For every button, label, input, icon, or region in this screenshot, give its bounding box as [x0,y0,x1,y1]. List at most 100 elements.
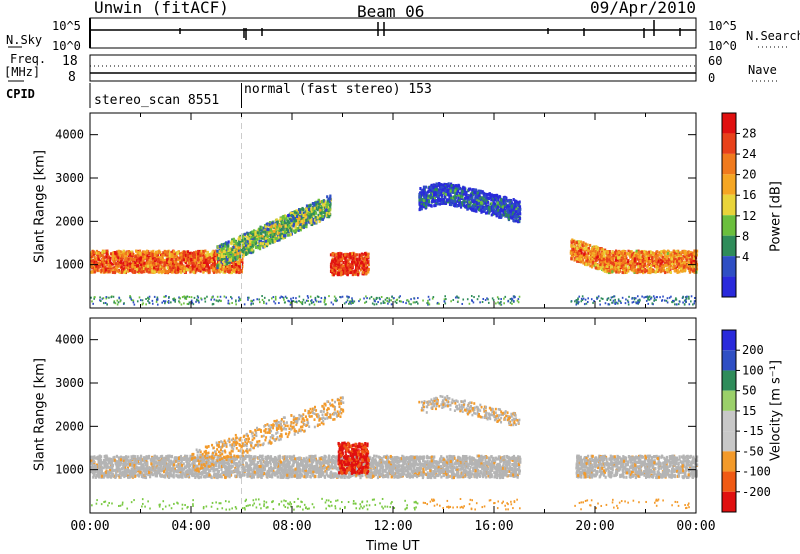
power-cell [337,256,340,260]
power-cell [461,194,464,198]
power-cell [163,249,166,253]
power-cell [278,224,281,228]
power-cell [617,258,620,262]
power-cell [319,206,323,210]
power-cell [275,219,278,223]
power-cell [430,183,433,187]
power-cell [277,238,281,242]
power-cell [171,259,174,263]
power-cell [281,215,285,219]
power-cell [460,201,463,205]
power-cell [282,230,285,234]
power-cell [152,263,155,267]
power-cell [253,239,257,243]
power-cell [114,252,117,256]
power-cell [576,255,579,259]
power-cell [449,187,452,191]
power-cell [688,268,691,272]
power-cell [312,212,315,216]
power-cell [184,259,187,263]
power-cell [418,200,421,204]
power-cell [126,268,129,272]
power-cell [252,243,256,247]
power-cell [211,260,214,264]
power-cell [508,202,511,206]
power-cell [294,216,297,220]
power-cell [571,238,574,242]
power-cell [670,251,673,255]
power-cell [177,266,180,270]
power-cell [311,218,315,222]
power-cell [191,264,194,268]
power-cell [216,249,219,253]
power-cell [418,198,421,202]
power-cell [494,194,497,198]
power-cell [137,269,141,273]
power-cell [250,245,253,249]
power-cell [476,202,479,206]
power-cell [498,204,501,208]
power-cell [638,270,641,274]
power-cell [198,258,201,262]
power-cell [226,247,229,251]
power-cell [331,252,335,256]
power-cell [663,259,666,263]
power-cell [120,270,123,274]
power-cell [227,249,230,253]
power-cell [234,262,237,266]
power-cell [92,250,95,254]
power-cell [175,271,178,275]
power-cell [265,222,268,226]
power-cell [215,269,218,273]
power-cell [106,249,109,253]
power-cell [343,271,347,275]
power-cell [455,184,458,188]
power-cell [299,228,302,232]
power-cell [507,199,510,203]
power-cell [477,199,481,203]
power-cell [213,267,216,271]
power-cell [472,205,476,209]
power-cell [285,222,288,226]
power-cell [284,231,287,235]
power-cell [426,199,429,203]
power-cell [202,261,206,265]
power-cell [217,265,220,269]
power-cell [419,186,422,190]
power-cell [349,268,352,272]
power-cell [286,223,290,227]
power-cell [235,240,238,244]
power-cell [329,253,333,257]
power-cell [261,242,265,246]
power-cell [479,196,482,200]
power-cell [280,217,284,221]
power-cell [144,252,147,256]
power-cell [215,270,218,274]
power-cell [434,191,437,195]
power-cell [602,265,605,269]
power-cell [152,259,155,263]
power-cell [231,258,234,262]
power-cell [360,254,363,258]
power-cell [458,200,461,204]
power-cell [473,189,476,193]
power-cell [241,257,244,261]
power-cell [318,219,321,223]
power-cell [134,261,137,265]
power-cell [306,208,309,212]
power-cell [138,267,141,271]
power-cell [120,265,123,269]
power-cell [367,270,370,274]
power-cell [157,256,161,260]
power-cell [496,210,499,214]
power-cell [274,224,277,228]
power-cell [279,233,282,237]
power-cell [287,229,290,233]
power-cell [221,259,225,263]
power-cell [605,269,608,273]
power-cell [328,212,331,216]
power-cell [660,250,663,254]
power-cell [610,255,614,259]
power-cell [430,204,433,208]
power-cell [322,201,325,205]
